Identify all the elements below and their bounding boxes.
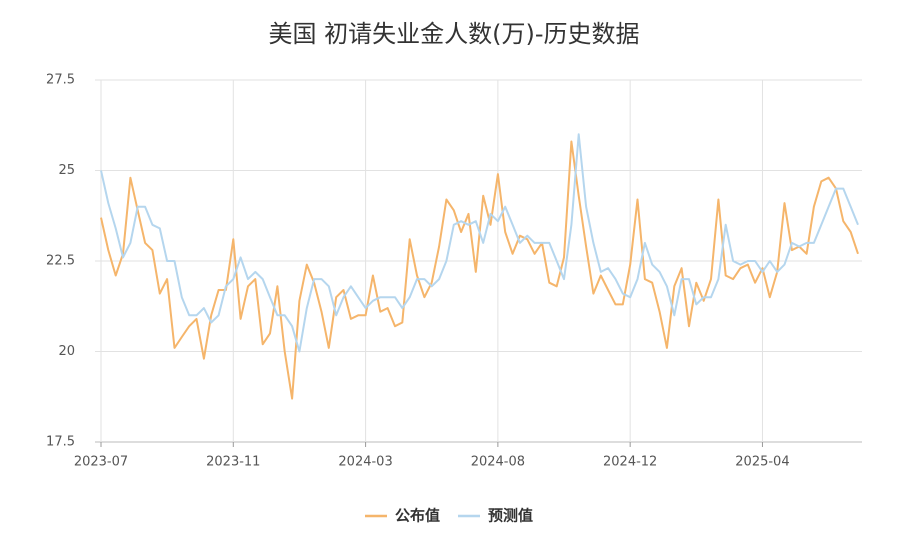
series-line [100, 133, 859, 353]
y-tick-label: 27.5 [46, 73, 75, 88]
y-tick-label: 22.5 [46, 254, 75, 269]
legend-item[interactable]: 公布值 [365, 507, 440, 525]
x-tick-label: 2024-12 [603, 455, 657, 470]
x-tick-label: 2024-03 [338, 455, 392, 470]
y-tick-label: 25 [58, 163, 75, 178]
legend-label: 预测值 [488, 507, 533, 525]
x-tick-label: 2024-08 [471, 455, 525, 470]
x-tick-label: 2025-04 [735, 455, 789, 470]
y-tick-label: 20 [58, 344, 75, 359]
series-line [100, 140, 859, 400]
x-tick-label: 2023-11 [206, 455, 260, 470]
legend-item[interactable]: 预测值 [458, 507, 533, 525]
legend-label: 公布值 [395, 507, 440, 525]
chart-title: 美国 初请失业金人数(万)-历史数据 [268, 20, 639, 48]
y-tick-label: 17.5 [46, 435, 75, 450]
x-tick-label: 2023-07 [74, 455, 128, 470]
